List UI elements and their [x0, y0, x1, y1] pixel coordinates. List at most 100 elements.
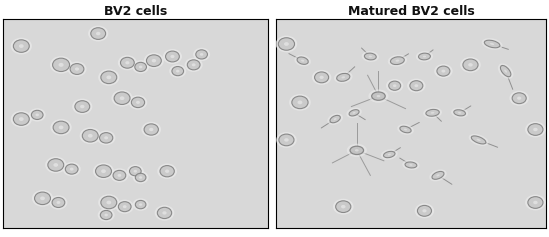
Ellipse shape [377, 95, 380, 97]
Ellipse shape [68, 62, 87, 77]
Ellipse shape [125, 61, 130, 64]
Ellipse shape [426, 109, 439, 116]
Ellipse shape [469, 134, 489, 146]
Ellipse shape [276, 132, 296, 148]
Ellipse shape [96, 165, 111, 178]
Ellipse shape [533, 128, 537, 131]
Ellipse shape [416, 51, 433, 62]
Ellipse shape [471, 136, 486, 144]
Ellipse shape [410, 164, 412, 166]
Ellipse shape [315, 72, 329, 83]
Ellipse shape [418, 53, 430, 60]
Ellipse shape [80, 128, 101, 144]
Ellipse shape [101, 169, 106, 173]
Ellipse shape [320, 76, 324, 79]
Ellipse shape [111, 90, 133, 107]
Ellipse shape [53, 121, 69, 134]
Ellipse shape [170, 55, 175, 58]
Ellipse shape [490, 43, 494, 45]
Ellipse shape [192, 63, 195, 66]
Ellipse shape [350, 146, 363, 155]
Ellipse shape [70, 168, 74, 171]
Ellipse shape [72, 99, 92, 114]
Ellipse shape [330, 115, 340, 123]
Ellipse shape [10, 38, 32, 55]
Ellipse shape [118, 55, 137, 70]
Ellipse shape [341, 205, 345, 208]
Ellipse shape [172, 67, 183, 76]
Ellipse shape [65, 164, 78, 174]
Ellipse shape [436, 174, 440, 177]
Ellipse shape [423, 56, 426, 57]
Ellipse shape [284, 138, 289, 142]
Ellipse shape [407, 79, 425, 93]
Ellipse shape [397, 124, 414, 135]
Ellipse shape [166, 51, 180, 62]
Ellipse shape [334, 118, 337, 120]
Ellipse shape [88, 26, 108, 41]
Ellipse shape [386, 79, 404, 92]
Ellipse shape [53, 58, 70, 72]
Ellipse shape [292, 96, 308, 109]
Ellipse shape [525, 195, 546, 210]
Ellipse shape [193, 48, 210, 61]
Ellipse shape [169, 64, 186, 78]
Ellipse shape [327, 113, 343, 125]
Ellipse shape [294, 55, 311, 66]
Ellipse shape [395, 59, 399, 62]
Ellipse shape [434, 64, 452, 78]
Ellipse shape [335, 201, 351, 213]
Ellipse shape [454, 110, 466, 116]
Ellipse shape [98, 194, 120, 211]
Ellipse shape [98, 69, 120, 86]
Ellipse shape [127, 164, 144, 178]
Ellipse shape [40, 196, 45, 200]
Ellipse shape [346, 108, 362, 118]
Title: BV2 cells: BV2 cells [104, 5, 167, 18]
Title: Matured BV2 cells: Matured BV2 cells [348, 5, 474, 18]
Ellipse shape [45, 157, 66, 173]
Ellipse shape [414, 203, 434, 218]
Ellipse shape [389, 81, 401, 90]
Ellipse shape [176, 70, 180, 73]
Ellipse shape [101, 71, 117, 84]
Ellipse shape [200, 53, 203, 56]
Ellipse shape [525, 122, 546, 137]
Ellipse shape [63, 162, 81, 176]
Ellipse shape [429, 169, 447, 181]
Ellipse shape [110, 168, 128, 182]
Ellipse shape [368, 89, 389, 103]
Ellipse shape [139, 176, 142, 179]
Ellipse shape [528, 197, 543, 208]
Ellipse shape [463, 59, 478, 71]
Ellipse shape [104, 136, 108, 139]
Ellipse shape [116, 200, 134, 214]
Ellipse shape [517, 97, 522, 100]
Ellipse shape [101, 196, 117, 209]
Ellipse shape [365, 53, 376, 60]
Ellipse shape [132, 60, 149, 74]
Ellipse shape [19, 44, 24, 48]
Ellipse shape [10, 111, 32, 128]
Ellipse shape [123, 205, 127, 208]
Ellipse shape [139, 203, 142, 206]
Ellipse shape [349, 110, 359, 116]
Ellipse shape [402, 160, 419, 170]
Ellipse shape [133, 171, 149, 184]
Ellipse shape [114, 92, 130, 105]
Ellipse shape [36, 114, 39, 116]
Ellipse shape [139, 66, 142, 68]
Ellipse shape [117, 174, 121, 177]
Ellipse shape [53, 163, 58, 167]
Ellipse shape [509, 91, 529, 106]
Ellipse shape [278, 38, 295, 50]
Ellipse shape [147, 55, 161, 67]
Ellipse shape [75, 67, 79, 71]
Ellipse shape [432, 171, 444, 179]
Ellipse shape [533, 201, 537, 204]
Ellipse shape [301, 60, 304, 62]
Ellipse shape [130, 167, 141, 176]
Ellipse shape [196, 50, 208, 59]
Ellipse shape [80, 105, 85, 108]
Ellipse shape [437, 66, 450, 76]
